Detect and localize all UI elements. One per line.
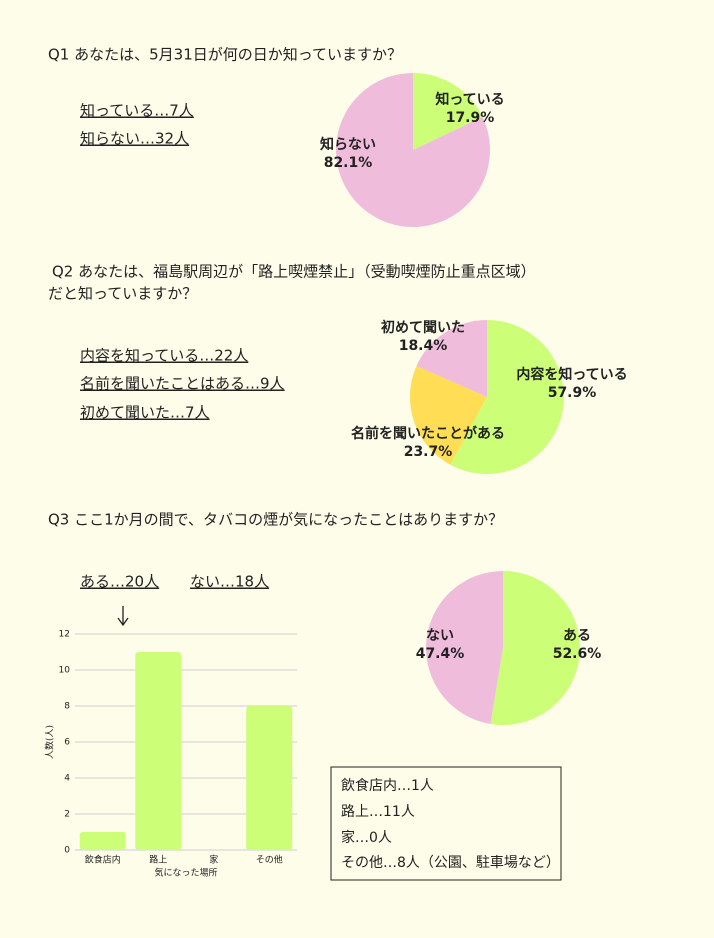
slice-value-label: 82.1%: [324, 155, 373, 171]
pie-slice: [409, 365, 487, 465]
pie-slice: [413, 73, 483, 150]
answer: 初めて聞いた…7人: [80, 404, 210, 422]
slice-label: 内容を知っている: [516, 366, 627, 383]
note-box: [330, 766, 562, 881]
bar: [246, 706, 293, 850]
slice-label: 名前を聞いたことがある: [351, 425, 505, 442]
question: だと知っていますか？: [48, 285, 197, 303]
bar: [135, 652, 182, 850]
answer: 知っている…7人: [80, 102, 194, 120]
y-axis-label: 人数(人): [44, 725, 56, 759]
y-tick-label: 4: [64, 774, 70, 784]
question: Q1 あなたは、5月31日が何の日か知っていますか？: [48, 46, 402, 64]
pie-slice: [490, 571, 581, 726]
pie-slice: [336, 73, 490, 227]
note-line: 飲食店内…1人: [341, 777, 434, 794]
x-tick-label: 路上: [149, 854, 167, 866]
x-tick-label: 飲食店内: [85, 854, 121, 866]
question: Q3 ここ1か月の間で、タバコの煙が気になったことはありますか？: [48, 511, 503, 529]
slice-label: ある: [563, 628, 591, 644]
slice-value-label: 18.4%: [399, 338, 448, 354]
y-tick-label: 0: [64, 846, 70, 856]
answer: ある…20人: [80, 573, 159, 591]
bar: [79, 832, 126, 850]
y-tick-label: 2: [64, 810, 70, 820]
answer: ない…18人: [190, 573, 269, 591]
note-line: 家…0人: [341, 829, 392, 846]
x-tick-label: 家: [209, 854, 218, 866]
pie-slice: [450, 320, 564, 475]
note-line: その他…8人（公園、駐車場など）: [341, 854, 560, 871]
answer: 知らない…32人: [80, 130, 189, 148]
slice-value-label: 23.7%: [404, 444, 453, 460]
slice-value-label: 47.4%: [416, 646, 465, 662]
slice-value-label: 57.9%: [548, 385, 597, 401]
slice-label: 初めて聞いた: [381, 319, 465, 336]
y-tick-label: 10: [59, 666, 71, 676]
question: Q2 あなたは、福島駅周辺が「路上喫煙禁止」（受動喫煙防止重点区域）: [52, 263, 536, 281]
x-tick-label: その他: [256, 854, 283, 866]
slice-value-label: 52.6%: [553, 646, 602, 662]
slice-label: 知っている: [435, 91, 504, 108]
note-line: 路上…11人: [341, 804, 415, 820]
y-tick-label: 8: [64, 702, 70, 712]
slice-label: ない: [426, 628, 454, 644]
arrow: [117, 606, 129, 627]
y-tick-label: 6: [64, 738, 70, 748]
y-tick-label: 12: [59, 630, 70, 640]
answer: 名前を聞いたことはある…9人: [80, 375, 285, 393]
x-axis-label: 気になった場所: [154, 867, 217, 879]
slice-value-label: 17.9%: [446, 110, 495, 126]
slice-label: 知らない: [320, 136, 376, 153]
pie-slice: [416, 320, 487, 397]
pie-slice: [426, 571, 503, 724]
answer: 内容を知っている…22人: [80, 347, 248, 365]
